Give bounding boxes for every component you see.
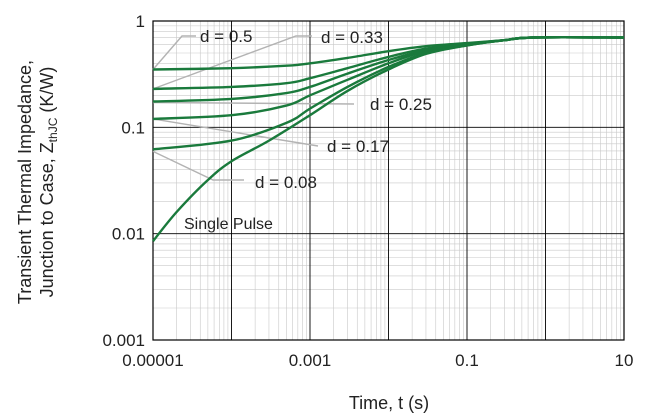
annotation-label: d = 0.25 (370, 95, 432, 114)
x-tick-label: 0.00001 (122, 351, 183, 370)
x-tick-label: 0.001 (289, 351, 332, 370)
x-tick-label: 0.1 (455, 351, 479, 370)
leader-d-0-25 (153, 102, 354, 104)
x-tick-labels: 0.00001 0.001 0.1 10 (122, 351, 633, 370)
y-axis-title-pre: Junction to Case, Z (37, 142, 57, 297)
annotation-leaders (153, 36, 354, 180)
leader-d-0-08 (153, 151, 244, 180)
y-tick-label: 1 (136, 12, 145, 31)
y-tick-labels: 0.001 0.01 0.1 1 (102, 12, 145, 350)
y-tick-label: 0.1 (121, 118, 145, 137)
annotation-label: d = 0.5 (200, 27, 252, 46)
annotation-label: d = 0.33 (321, 28, 383, 47)
x-tick-label: 10 (615, 351, 634, 370)
y-axis-title-line2: Junction to Case, ZthJC (K/W) (37, 67, 60, 298)
y-axis-title: Transient Thermal Impedance, Junction to… (15, 60, 60, 304)
annotation-label: d = 0.17 (327, 137, 389, 156)
y-tick-label: 0.01 (112, 225, 145, 244)
y-axis-title-post: (K/W) (37, 67, 57, 118)
annotation-label: d = 0.08 (255, 173, 317, 192)
y-axis-title-line1: Transient Thermal Impedance, (15, 60, 35, 304)
y-axis-title-subscript: thJC (46, 117, 60, 142)
y-tick-label: 0.001 (102, 331, 145, 350)
annotation-label: Single Pulse (184, 216, 273, 233)
x-axis-title: Time, t (s) (349, 393, 429, 413)
